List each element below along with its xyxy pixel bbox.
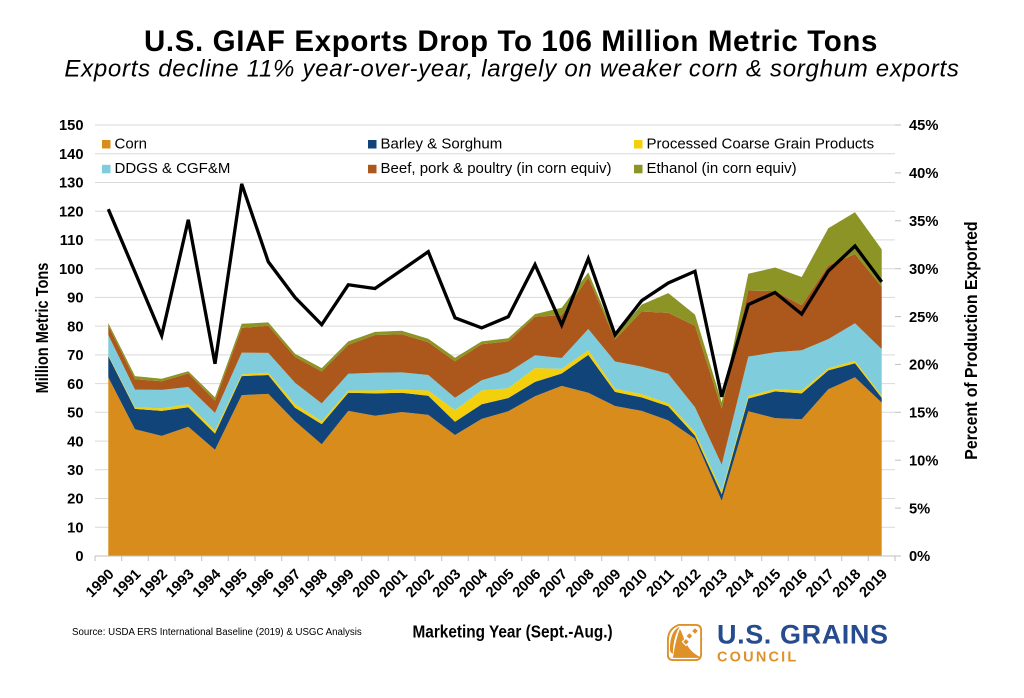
svg-text:DDGS & CGF&M: DDGS & CGF&M	[115, 160, 231, 177]
svg-text:70: 70	[67, 348, 83, 364]
svg-text:110: 110	[60, 233, 84, 249]
svg-text:5%: 5%	[909, 501, 930, 517]
svg-text:130: 130	[59, 176, 84, 192]
svg-text:30%: 30%	[909, 262, 938, 278]
svg-text:10%: 10%	[909, 453, 938, 469]
svg-text:Marketing Year (Sept.-Aug.): Marketing Year (Sept.-Aug.)	[413, 621, 613, 641]
svg-text:150: 150	[59, 118, 84, 134]
svg-text:COUNCIL: COUNCIL	[717, 650, 798, 666]
svg-text:Percent of Production Exported: Percent of Production Exported	[961, 221, 981, 459]
svg-text:Exports decline 11% year-over-: Exports decline 11% year-over-year, larg…	[64, 56, 959, 83]
svg-text:U.S. GIAF Exports Drop To 106: U.S. GIAF Exports Drop To 106 Million Me…	[144, 25, 878, 58]
svg-text:Beef, pork & poultry (in corn: Beef, pork & poultry (in corn equiv)	[381, 160, 612, 177]
svg-text:Processed Coarse Grain Product: Processed Coarse Grain Products	[647, 135, 875, 152]
svg-text:20%: 20%	[909, 358, 938, 374]
svg-text:140: 140	[59, 147, 84, 163]
svg-text:120: 120	[59, 204, 84, 220]
svg-text:50: 50	[67, 406, 83, 422]
svg-text:25%: 25%	[909, 310, 938, 326]
svg-text:40%: 40%	[909, 166, 938, 182]
svg-text:U.S. GRAINS: U.S. GRAINS	[717, 620, 889, 650]
svg-text:35%: 35%	[909, 214, 938, 230]
svg-text:Million Metric Tons: Million Metric Tons	[33, 263, 53, 394]
svg-text:15%: 15%	[909, 406, 938, 422]
svg-text:10: 10	[67, 521, 83, 537]
svg-text:45%: 45%	[909, 118, 938, 134]
svg-text:30: 30	[67, 463, 83, 479]
svg-text:Source: USDA ERS International: Source: USDA ERS International Baseline …	[72, 627, 362, 638]
svg-text:0: 0	[75, 549, 83, 565]
svg-text:40: 40	[67, 434, 83, 450]
svg-text:60: 60	[67, 377, 83, 393]
svg-text:Corn: Corn	[115, 135, 148, 152]
svg-text:90: 90	[67, 291, 83, 307]
svg-text:100: 100	[59, 262, 84, 278]
svg-text:Ethanol (in corn equiv): Ethanol (in corn equiv)	[647, 160, 797, 177]
svg-text:80: 80	[67, 319, 83, 335]
svg-text:20: 20	[67, 492, 83, 508]
svg-text:0%: 0%	[909, 549, 930, 565]
svg-text:Barley & Sorghum: Barley & Sorghum	[381, 135, 503, 152]
